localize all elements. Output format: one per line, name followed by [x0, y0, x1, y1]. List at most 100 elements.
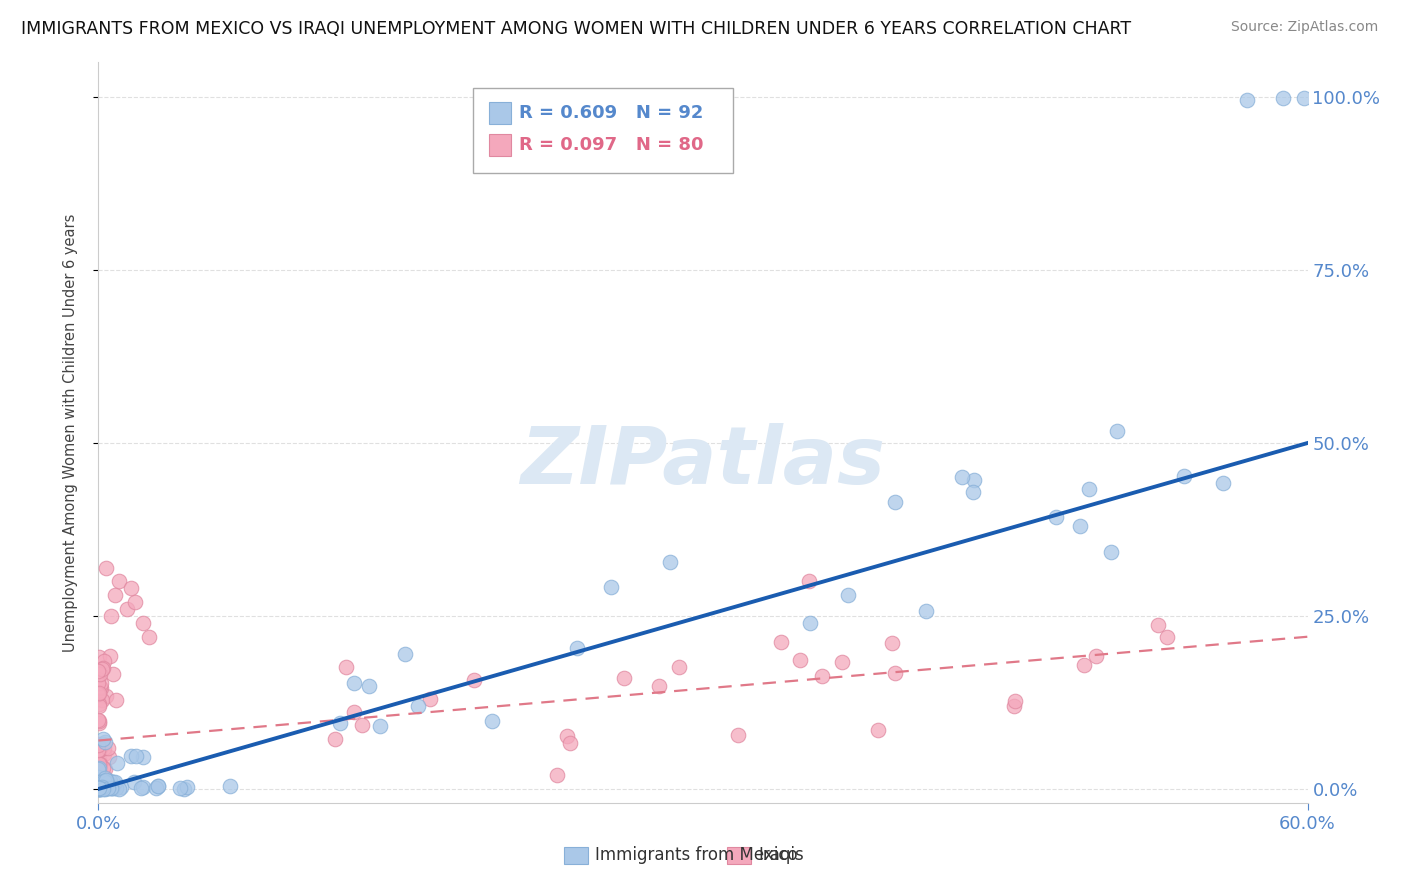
Point	[125, 749, 148, 764]
Point	[565, 641, 588, 656]
Point	[87, 772, 110, 786]
Point	[91, 662, 114, 676]
Point	[87, 780, 110, 795]
Point	[96, 781, 118, 796]
Point	[91, 738, 114, 752]
Point	[87, 715, 110, 730]
Point	[89, 667, 111, 681]
Point	[90, 780, 112, 795]
Point	[1002, 699, 1025, 714]
Point	[89, 686, 111, 700]
Point	[97, 781, 120, 796]
Point	[87, 713, 110, 727]
Point	[87, 780, 110, 795]
Point	[100, 780, 122, 795]
Point	[87, 780, 110, 794]
Point	[93, 761, 115, 775]
Point	[98, 776, 121, 790]
Point	[120, 749, 142, 764]
Text: R = 0.097   N = 80: R = 0.097 N = 80	[519, 136, 704, 154]
Point	[789, 653, 811, 667]
Point	[146, 779, 169, 793]
Point	[370, 718, 392, 732]
Point	[93, 661, 115, 675]
Point	[880, 636, 903, 650]
Point	[1105, 424, 1128, 438]
Point	[811, 669, 834, 683]
Point	[94, 780, 117, 795]
Text: R = 0.609   N = 92: R = 0.609 N = 92	[519, 103, 703, 122]
Point	[87, 687, 110, 701]
Point	[110, 780, 132, 794]
Point	[350, 718, 373, 732]
Point	[91, 732, 114, 747]
Point	[648, 679, 671, 693]
Point	[87, 781, 110, 796]
FancyBboxPatch shape	[474, 88, 734, 173]
Bar	[489, 102, 510, 124]
Point	[87, 675, 110, 690]
Bar	[564, 847, 588, 863]
Point	[105, 693, 128, 707]
Point	[87, 756, 110, 771]
Point	[87, 697, 110, 711]
Point	[799, 574, 821, 589]
Point	[87, 780, 110, 794]
Point	[93, 771, 115, 785]
Point	[91, 781, 114, 796]
Point	[90, 676, 112, 690]
Bar	[489, 135, 510, 156]
Point	[103, 588, 125, 602]
Point	[100, 609, 122, 624]
Text: Iraqis: Iraqis	[759, 846, 804, 863]
Point	[463, 673, 485, 687]
Point	[87, 714, 110, 729]
Point	[1084, 648, 1107, 663]
Point	[115, 602, 138, 616]
Point	[94, 772, 117, 787]
Point	[101, 774, 124, 789]
Point	[129, 781, 152, 796]
Point	[173, 781, 195, 796]
Point	[103, 666, 125, 681]
Point	[87, 781, 110, 796]
Point	[600, 580, 623, 594]
Point	[419, 691, 441, 706]
Point	[169, 781, 191, 796]
Point	[93, 781, 115, 796]
Point	[87, 780, 110, 794]
Point	[727, 728, 749, 742]
Point	[89, 743, 111, 757]
Text: ZIPatlas: ZIPatlas	[520, 423, 886, 501]
Point	[105, 756, 128, 771]
Point	[87, 738, 110, 752]
Point	[87, 779, 110, 793]
Point	[87, 665, 110, 679]
Point	[1212, 475, 1234, 490]
Point	[96, 775, 118, 789]
Point	[91, 781, 114, 796]
Point	[93, 781, 115, 796]
Point	[87, 780, 110, 795]
Point	[406, 698, 429, 713]
Point	[93, 654, 115, 668]
Point	[89, 781, 111, 796]
Point	[93, 773, 115, 788]
Point	[89, 780, 111, 794]
Bar	[727, 847, 751, 863]
Point	[145, 780, 167, 795]
Text: Immigrants from Mexico: Immigrants from Mexico	[595, 846, 799, 863]
Point	[93, 762, 115, 776]
Point	[96, 779, 118, 793]
Point	[87, 770, 110, 784]
Point	[831, 655, 853, 669]
Point	[481, 714, 503, 729]
Point	[89, 756, 111, 771]
Point	[613, 671, 636, 685]
Point	[837, 588, 859, 602]
Point	[1077, 482, 1099, 496]
Point	[329, 715, 352, 730]
Point	[89, 781, 111, 796]
Text: Source: ZipAtlas.com: Source: ZipAtlas.com	[1230, 20, 1378, 34]
Point	[93, 747, 115, 761]
